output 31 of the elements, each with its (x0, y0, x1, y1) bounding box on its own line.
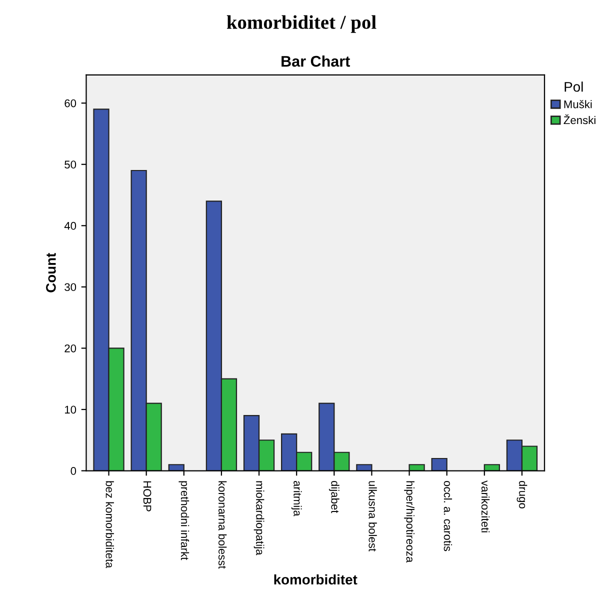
x-tick-label: prethodni infarkt (178, 481, 190, 560)
x-tick-label: varikoziteti (481, 480, 490, 532)
y-tick-label: 60 (64, 99, 76, 108)
bar (408, 464, 425, 471)
y-tick-label: 40 (64, 222, 76, 230)
legend-title: Pol (564, 82, 583, 92)
legend-label: Muški (564, 100, 592, 108)
x-axis-title: komorbiditet (274, 574, 358, 585)
y-tick-label: 10 (64, 406, 76, 414)
x-tick-label: ulkusna bolest (368, 481, 377, 552)
legend-label: Ženski (564, 114, 596, 124)
chart-subtitle: Bar Chart (282, 56, 350, 67)
x-tick-label: drugo (516, 480, 528, 508)
chart-title: komorbiditet / pol (226, 15, 376, 33)
y-tick-label: 0 (70, 467, 76, 475)
y-tick-label: 20 (64, 344, 76, 352)
x-tick-label: hiper/hipotireoza (404, 481, 414, 563)
y-tick-label: 50 (64, 160, 76, 169)
x-tick-label: aritmija (291, 480, 302, 516)
x-tick-label: occl. a. carotis (444, 480, 452, 552)
bar (484, 464, 500, 471)
y-axis-title: Count (46, 252, 56, 292)
bar (356, 464, 372, 471)
x-tick-label: dijabet (328, 480, 340, 514)
bar (168, 464, 184, 471)
x-tick-label: HOBP (143, 481, 152, 512)
x-tick-label: miokardiopatija (254, 481, 264, 556)
bar (431, 458, 448, 471)
x-tick-label: bez komorbiditeta (106, 481, 114, 568)
x-tick-label: koronarna bolesst (218, 481, 227, 569)
y-tick-label: 30 (64, 283, 76, 292)
